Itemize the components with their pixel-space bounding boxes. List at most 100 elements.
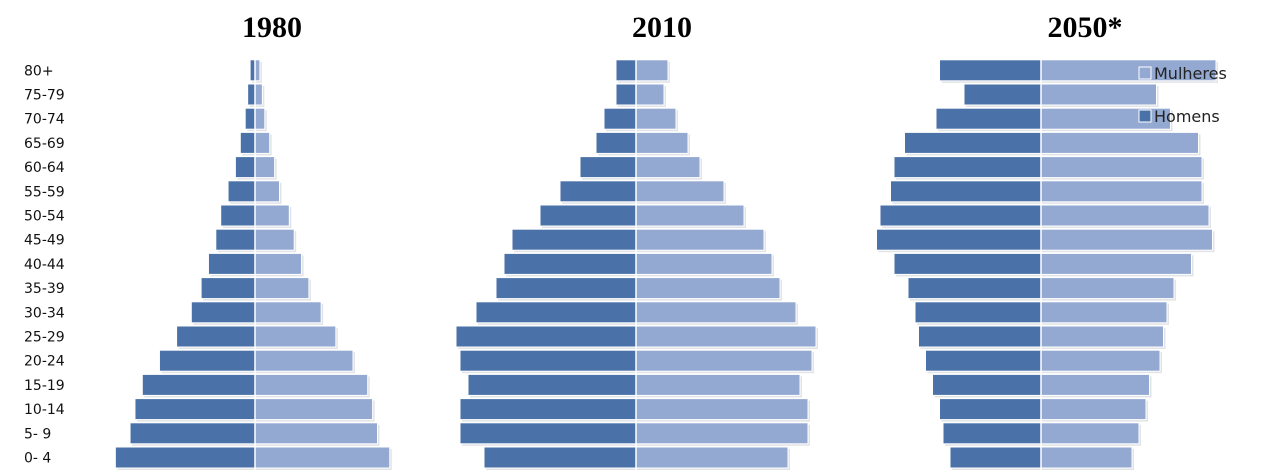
homens-bar xyxy=(925,349,1042,372)
homens-bar xyxy=(475,301,637,324)
homens-bar xyxy=(459,398,637,421)
mulheres-bar xyxy=(1040,277,1175,300)
pyramid-panels: 1980 2010 2050* xyxy=(114,11,1218,474)
mulheres-bar xyxy=(254,422,378,445)
mulheres-bar xyxy=(635,325,817,348)
panel-title: 1980 xyxy=(242,11,302,44)
homens-bar xyxy=(935,107,1042,130)
panel-title: 2010 xyxy=(632,11,692,44)
homens-bar xyxy=(200,277,256,300)
homens-bar xyxy=(615,83,637,106)
age-tick-label: 50-54 xyxy=(24,209,65,225)
homens-bar xyxy=(215,228,256,251)
homens-bar xyxy=(615,59,637,82)
mulheres-bar xyxy=(635,398,809,421)
age-tick-label: 70-74 xyxy=(24,112,65,128)
homens-bar xyxy=(914,301,1042,324)
mulheres-bar xyxy=(1040,204,1210,227)
mulheres-bar xyxy=(254,180,280,203)
mulheres-bar xyxy=(635,180,725,203)
homens-bar xyxy=(890,180,1042,203)
homens-bar xyxy=(595,131,637,154)
homens-bar xyxy=(459,422,637,445)
mulheres-bar xyxy=(1040,373,1150,396)
mulheres-bar xyxy=(254,349,354,372)
age-tick-label: 45-49 xyxy=(24,233,65,249)
mulheres-bar xyxy=(1040,398,1147,421)
homens-bar xyxy=(503,252,637,275)
homens-bar xyxy=(907,277,1042,300)
age-tick-label: 25-29 xyxy=(24,330,65,346)
age-tick-label: 30-34 xyxy=(24,305,65,321)
panel-title: 2050* xyxy=(1048,11,1123,44)
age-tick-label: 80+ xyxy=(24,63,54,79)
legend-label: Mulheres xyxy=(1154,64,1227,83)
mulheres-bar xyxy=(1040,446,1133,469)
mulheres-bar xyxy=(254,446,391,469)
homens-bar xyxy=(158,349,256,372)
homens-bar xyxy=(932,373,1042,396)
age-tick-label: 75-79 xyxy=(24,88,65,104)
homens-bar xyxy=(176,325,256,348)
age-tick-label: 35-39 xyxy=(24,281,65,297)
mulheres-bar xyxy=(635,446,789,469)
age-tick-label: 20-24 xyxy=(24,354,65,370)
age-tick-label: 60-64 xyxy=(24,160,65,176)
homens-bar xyxy=(963,83,1042,106)
mulheres-bar xyxy=(1040,325,1164,348)
legend-swatch-mulheres xyxy=(1138,66,1152,80)
age-tick-label: 0- 4 xyxy=(24,451,51,467)
age-tick-label: 15-19 xyxy=(24,378,65,394)
mulheres-bar xyxy=(635,252,773,275)
homens-bar xyxy=(879,204,1042,227)
homens-bar xyxy=(141,373,256,396)
homens-bar xyxy=(227,180,256,203)
mulheres-bar xyxy=(635,277,781,300)
mulheres-bar xyxy=(1040,131,1199,154)
homens-bar xyxy=(539,204,637,227)
pyramid-panel-2050: 2050* xyxy=(876,11,1218,474)
homens-bar xyxy=(939,398,1042,421)
mulheres-bar xyxy=(635,204,745,227)
legend: Mulheres Homens xyxy=(1138,64,1227,126)
mulheres-bar xyxy=(254,252,303,275)
mulheres-bar xyxy=(1040,83,1157,106)
mulheres-bar xyxy=(635,59,669,82)
pyramid-panel-2010: 2010 xyxy=(455,11,818,474)
homens-bar xyxy=(949,446,1042,469)
legend-label: Homens xyxy=(1154,107,1220,126)
mulheres-bar xyxy=(635,83,665,106)
mulheres-bar xyxy=(254,277,310,300)
mulheres-bar xyxy=(1040,252,1192,275)
mulheres-bar xyxy=(254,107,266,130)
homens-bar xyxy=(559,180,637,203)
homens-bar xyxy=(467,373,637,396)
mulheres-bar xyxy=(254,204,290,227)
homens-bar xyxy=(893,156,1042,179)
pyramid-panel-1980: 1980 xyxy=(114,11,392,474)
homens-bar xyxy=(244,107,256,130)
mulheres-bar xyxy=(1040,422,1140,445)
mulheres-bar xyxy=(635,349,813,372)
mulheres-bar xyxy=(635,156,701,179)
legend-swatch-homens xyxy=(1138,109,1152,123)
mulheres-bar xyxy=(635,301,797,324)
homens-bar xyxy=(579,156,637,179)
homens-bar xyxy=(495,277,637,300)
mulheres-bar xyxy=(254,325,337,348)
mulheres-bar xyxy=(254,228,295,251)
homens-bar xyxy=(455,325,637,348)
homens-bar xyxy=(603,107,637,130)
homens-bar xyxy=(207,252,256,275)
homens-bar xyxy=(129,422,256,445)
age-group-axis: 0- 4 5- 9 10-14 15-19 20-24 25-29 30-34 35-39 40… xyxy=(24,63,65,466)
homens-bar xyxy=(939,59,1042,82)
mulheres-bar xyxy=(635,228,765,251)
homens-bar xyxy=(234,156,256,179)
homens-bar xyxy=(893,252,1042,275)
mulheres-bar xyxy=(254,156,276,179)
mulheres-bar xyxy=(254,301,322,324)
homens-bar xyxy=(511,228,637,251)
mulheres-bar xyxy=(254,83,263,106)
mulheres-bar xyxy=(1040,156,1203,179)
